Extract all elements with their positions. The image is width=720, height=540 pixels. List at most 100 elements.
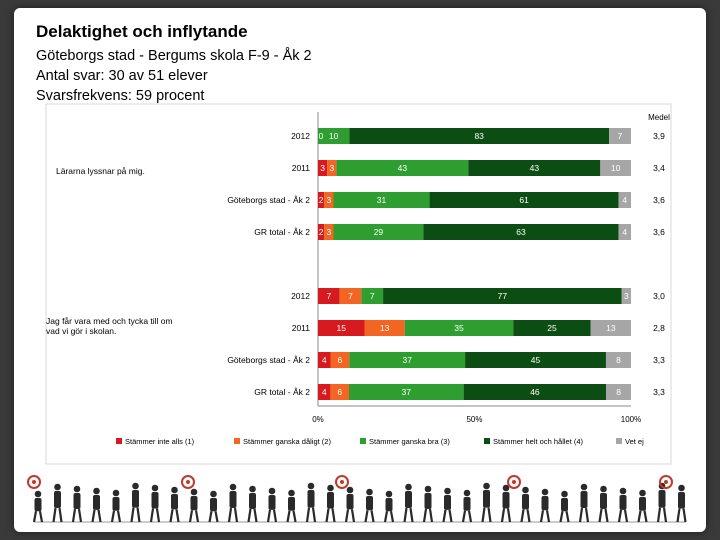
bar-value-label: 10 xyxy=(611,163,621,173)
bar-value-label: 29 xyxy=(374,227,384,237)
bar-segment xyxy=(318,320,365,336)
bar-value-label: 8 xyxy=(616,355,621,365)
bar-segment xyxy=(463,384,607,400)
bar-segment xyxy=(404,320,514,336)
bar-value-label: 2 xyxy=(319,227,324,237)
mean-value: 3,4 xyxy=(653,163,665,173)
bar-segment xyxy=(605,352,631,368)
mean-value: 3,9 xyxy=(653,131,665,141)
bar-segment xyxy=(618,192,631,208)
legend-swatch xyxy=(234,438,240,444)
bar-segment xyxy=(364,320,405,336)
bar-value-label: 4 xyxy=(622,195,627,205)
bar-segment xyxy=(318,224,325,240)
bar-value-label: 43 xyxy=(398,163,408,173)
bar-value-label: 7 xyxy=(326,291,331,301)
bar-value-label: 4 xyxy=(322,355,327,365)
x-tick-label: 100% xyxy=(621,415,641,424)
chart-frame xyxy=(45,103,672,465)
page-title: Delaktighet och inflytande xyxy=(36,22,248,41)
bar-value-label: 7 xyxy=(370,291,375,301)
bar-segment xyxy=(330,384,349,400)
bar-value-label: 8 xyxy=(616,387,621,397)
legend-swatch xyxy=(616,438,622,444)
bar-segment xyxy=(339,288,362,304)
row-label: Göteborgs stad - Åk 2 xyxy=(227,355,310,365)
bar-segment xyxy=(318,192,325,208)
legend-label: Stämmer ganska dåligt (2) xyxy=(243,437,331,446)
bar-segment xyxy=(600,160,631,176)
row-label: 2012 xyxy=(291,131,310,141)
bar-segment xyxy=(330,352,350,368)
bar-value-label: 25 xyxy=(547,323,557,333)
question-label: Lärarna lyssnar på mig. xyxy=(56,166,145,176)
bar-segment xyxy=(465,352,606,368)
bar-value-label: 61 xyxy=(519,195,529,205)
row-label: Göteborgs stad - Åk 2 xyxy=(227,195,310,205)
bar-value-label: 13 xyxy=(606,323,616,333)
mean-value: 3,3 xyxy=(653,355,665,365)
bar-segment xyxy=(609,128,631,144)
bar-value-label: 0 xyxy=(319,131,324,141)
bar-segment xyxy=(468,160,601,176)
bar-segment xyxy=(336,160,469,176)
bar-value-label: 4 xyxy=(322,387,327,397)
footer-decoration xyxy=(27,475,687,523)
response-count: Antal svar: 30 av 51 elever xyxy=(36,68,208,84)
bar-value-label: 2 xyxy=(319,195,324,205)
bar-value-label: 3 xyxy=(320,163,325,173)
bar-segment xyxy=(349,128,610,144)
legend-label: Stämmer inte alls (1) xyxy=(125,437,195,446)
bar-value-label: 35 xyxy=(454,323,464,333)
row-label: GR total - Åk 2 xyxy=(254,227,310,237)
mean-header: Medel xyxy=(648,113,670,122)
bar-segment xyxy=(590,320,631,336)
bar-segment xyxy=(318,160,328,176)
bar-value-label: 6 xyxy=(337,387,342,397)
mean-value: 3,0 xyxy=(653,291,665,301)
bar-value-label: 10 xyxy=(329,131,339,141)
bar-segment xyxy=(423,224,619,240)
bar-value-label: 3 xyxy=(329,163,334,173)
people-silhouettes-icon xyxy=(27,475,687,523)
bar-segment xyxy=(383,288,622,304)
bar-segment xyxy=(318,352,331,368)
bar-segment xyxy=(324,224,334,240)
bar-segment xyxy=(429,192,619,208)
subtitle: Göteborgs stad - Bergums skola F-9 - Åk … xyxy=(36,48,312,64)
bar-value-label: 6 xyxy=(338,355,343,365)
bar-value-label: 15 xyxy=(337,323,347,333)
bar-segment xyxy=(348,384,464,400)
bar-value-label: 13 xyxy=(380,323,390,333)
mean-value: 2,8 xyxy=(653,323,665,333)
legend-swatch xyxy=(116,438,122,444)
slide: Delaktighet och inflytande Göteborgs sta… xyxy=(14,8,706,532)
bar-value-label: 46 xyxy=(530,387,540,397)
bar-segment xyxy=(606,384,631,400)
row-label: GR total - Åk 2 xyxy=(254,387,310,397)
bar-value-label: 3 xyxy=(326,195,331,205)
bar-value-label: 63 xyxy=(516,227,526,237)
bar-value-label: 4 xyxy=(622,227,627,237)
bar-segment xyxy=(318,288,340,304)
row-label: 2011 xyxy=(292,323,311,333)
bar-segment xyxy=(333,224,424,240)
bar-segment xyxy=(618,224,631,240)
legend-label: Vet ej xyxy=(625,437,644,446)
bar-value-label: 37 xyxy=(402,355,412,365)
x-tick-label: 0% xyxy=(312,415,324,424)
question-label: Jag får vara med och tycka till om vad vi… xyxy=(46,316,173,336)
bar-segment xyxy=(513,320,591,336)
bar-value-label: 31 xyxy=(377,195,387,205)
x-tick-label: 50% xyxy=(466,415,482,424)
bar-value-label: 37 xyxy=(402,387,412,397)
legend-swatch xyxy=(484,438,490,444)
bar-segment xyxy=(621,288,631,304)
bar-segment xyxy=(318,384,331,400)
bar-value-label: 7 xyxy=(348,291,353,301)
bar-segment xyxy=(318,128,350,144)
bar-segment xyxy=(349,352,466,368)
mean-value: 3,6 xyxy=(653,227,665,237)
bar-segment xyxy=(327,160,337,176)
